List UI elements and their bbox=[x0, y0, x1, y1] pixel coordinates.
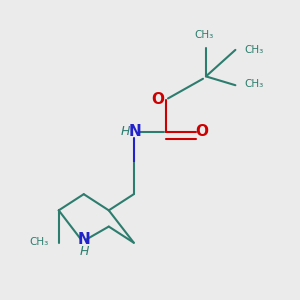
Text: CH₃: CH₃ bbox=[244, 45, 263, 55]
Text: H: H bbox=[120, 125, 130, 138]
Text: O: O bbox=[196, 124, 208, 139]
Text: H: H bbox=[80, 245, 89, 258]
Text: CH₃: CH₃ bbox=[195, 30, 214, 40]
Text: N: N bbox=[78, 232, 91, 247]
Text: CH₃: CH₃ bbox=[244, 79, 263, 89]
Text: CH₃: CH₃ bbox=[29, 237, 48, 247]
Text: N: N bbox=[129, 124, 142, 139]
Text: O: O bbox=[152, 92, 164, 106]
